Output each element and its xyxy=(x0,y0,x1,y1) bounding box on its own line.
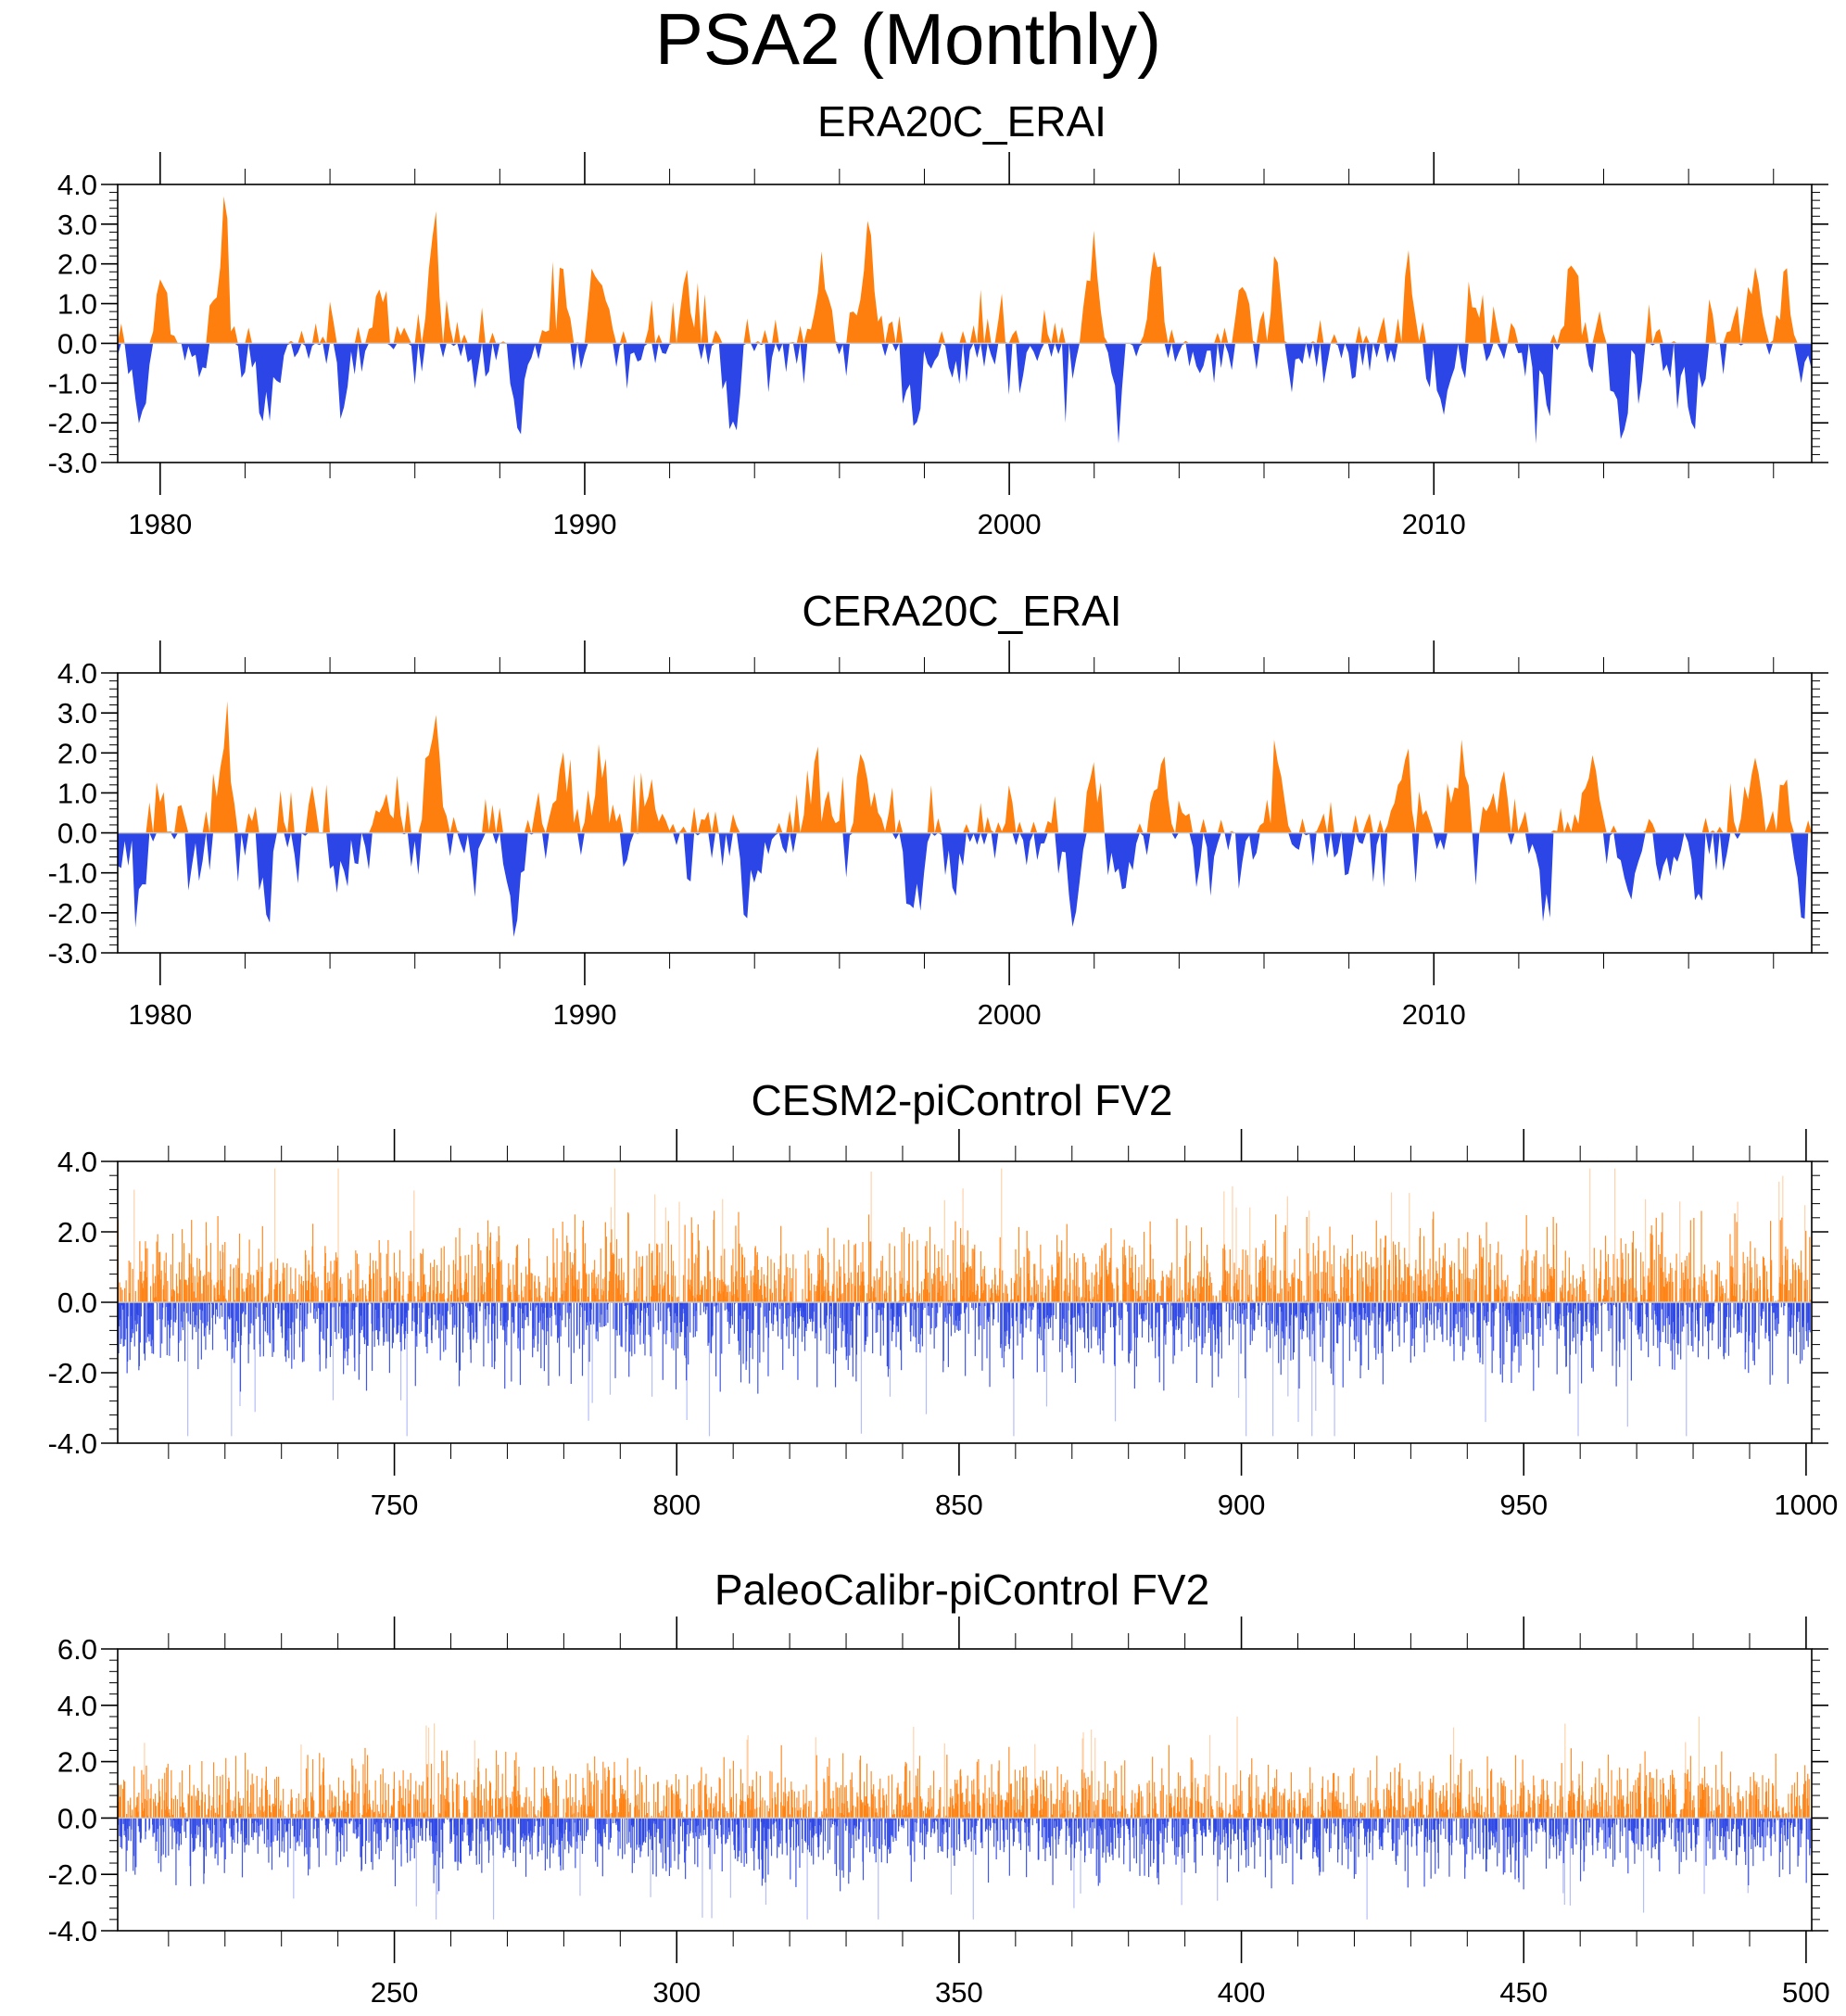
y-tick-label: 3.0 xyxy=(57,697,97,729)
y-tick-label: -2.0 xyxy=(48,897,97,930)
x-tick-label: 900 xyxy=(1218,1489,1266,1521)
x-tick-label: 2000 xyxy=(978,998,1042,1031)
panel-cera20c-erai: CERA20C_ERAI 4.0 3.0 2.0 1.0 0.0 -1.0 -2.0 -3.0… xyxy=(48,587,1828,1031)
x-tick-label: 1980 xyxy=(128,998,192,1031)
y-tick-label: 1.0 xyxy=(57,777,97,809)
x-tick-label: 750 xyxy=(371,1489,419,1521)
plot-frame xyxy=(117,672,1813,954)
y-tick-label: 0.0 xyxy=(57,1287,97,1319)
x-tick-label: 950 xyxy=(1499,1489,1548,1521)
y-tick-label: -2.0 xyxy=(48,1357,97,1389)
panel-cesm2-picontrol: CESM2-piControl FV2 4.0 2.0 0.0 -2.0 -4.0 750… xyxy=(48,1076,1839,1521)
y-tick-label: 2.0 xyxy=(57,737,97,769)
positive-area xyxy=(118,701,1812,833)
positive-area xyxy=(118,196,1812,344)
y-tick-label: -3.0 xyxy=(48,937,97,970)
panel-title: ERA20C_ERAI xyxy=(817,97,1106,146)
y-tick-label: 2.0 xyxy=(57,1216,97,1249)
y-tick-label: 0.0 xyxy=(57,818,97,850)
y-tick-label: 0.0 xyxy=(57,327,97,360)
panel-plot: 4.0 3.0 2.0 1.0 0.0 -1.0 -2.0 -3.0 1980 1990 2000 2… xyxy=(48,640,1828,1031)
series-group xyxy=(117,1717,1812,1920)
x-tick-label: 1980 xyxy=(128,508,192,540)
panel-paleocalibr-picontrol: PaleoCalibr-piControl FV2 6.04.02.00.0-2… xyxy=(48,1566,1830,2009)
series-group xyxy=(118,196,1812,444)
plot-frame xyxy=(117,184,1813,463)
y-tick-label: -3.0 xyxy=(48,447,97,479)
y-tick-label: 4.0 xyxy=(57,169,97,201)
series-group xyxy=(117,1168,1812,1437)
x-tick-label: 2010 xyxy=(1402,998,1466,1031)
figure-title: PSA2 (Monthly) xyxy=(654,0,1162,80)
negative-area xyxy=(118,343,1812,444)
panel-plot: 4.0 3.0 2.0 1.0 0.0 -1.0 -2.0 -3.0 1980 1990 2000 2… xyxy=(48,152,1828,540)
panel-title: CESM2-piControl FV2 xyxy=(751,1076,1172,1124)
y-tick-label: 2.0 xyxy=(57,248,97,281)
x-tick-label: 1000 xyxy=(1774,1489,1838,1521)
y-tick-label: -4.0 xyxy=(48,1427,97,1460)
y-tick-label: -1.0 xyxy=(48,367,97,399)
y-tick-label: 3.0 xyxy=(57,209,97,241)
y-tick-label: 4.0 xyxy=(57,657,97,690)
x-tick-label: 2000 xyxy=(978,508,1042,540)
panel-plot: 4.0 2.0 0.0 -2.0 -4.0 750 800 850 900 950 1000 xyxy=(48,1129,1838,1521)
panel-era20c-erai: ERA20C_ERAI 4.0 3.0 2.0 1.0 0.0 -1.0 -2.0 -3.0 1… xyxy=(48,97,1828,540)
negative-area xyxy=(118,832,1812,937)
x-tick-label: 2010 xyxy=(1402,508,1466,540)
y-tick-label: 4.0 xyxy=(57,1146,97,1178)
x-tick-label: 850 xyxy=(935,1489,983,1521)
y-tick-label: -2.0 xyxy=(48,407,97,439)
x-tick-label: 800 xyxy=(652,1489,701,1521)
x-tick-label: 1990 xyxy=(552,998,616,1031)
y-tick-label: 1.0 xyxy=(57,288,97,321)
panel-title: CERA20C_ERAI xyxy=(802,587,1121,635)
x-tick-label: 1990 xyxy=(552,508,616,540)
y-tick-label: -1.0 xyxy=(48,857,97,890)
panel-title: PaleoCalibr-piControl FV2 xyxy=(714,1566,1209,1614)
series-group xyxy=(118,701,1812,937)
